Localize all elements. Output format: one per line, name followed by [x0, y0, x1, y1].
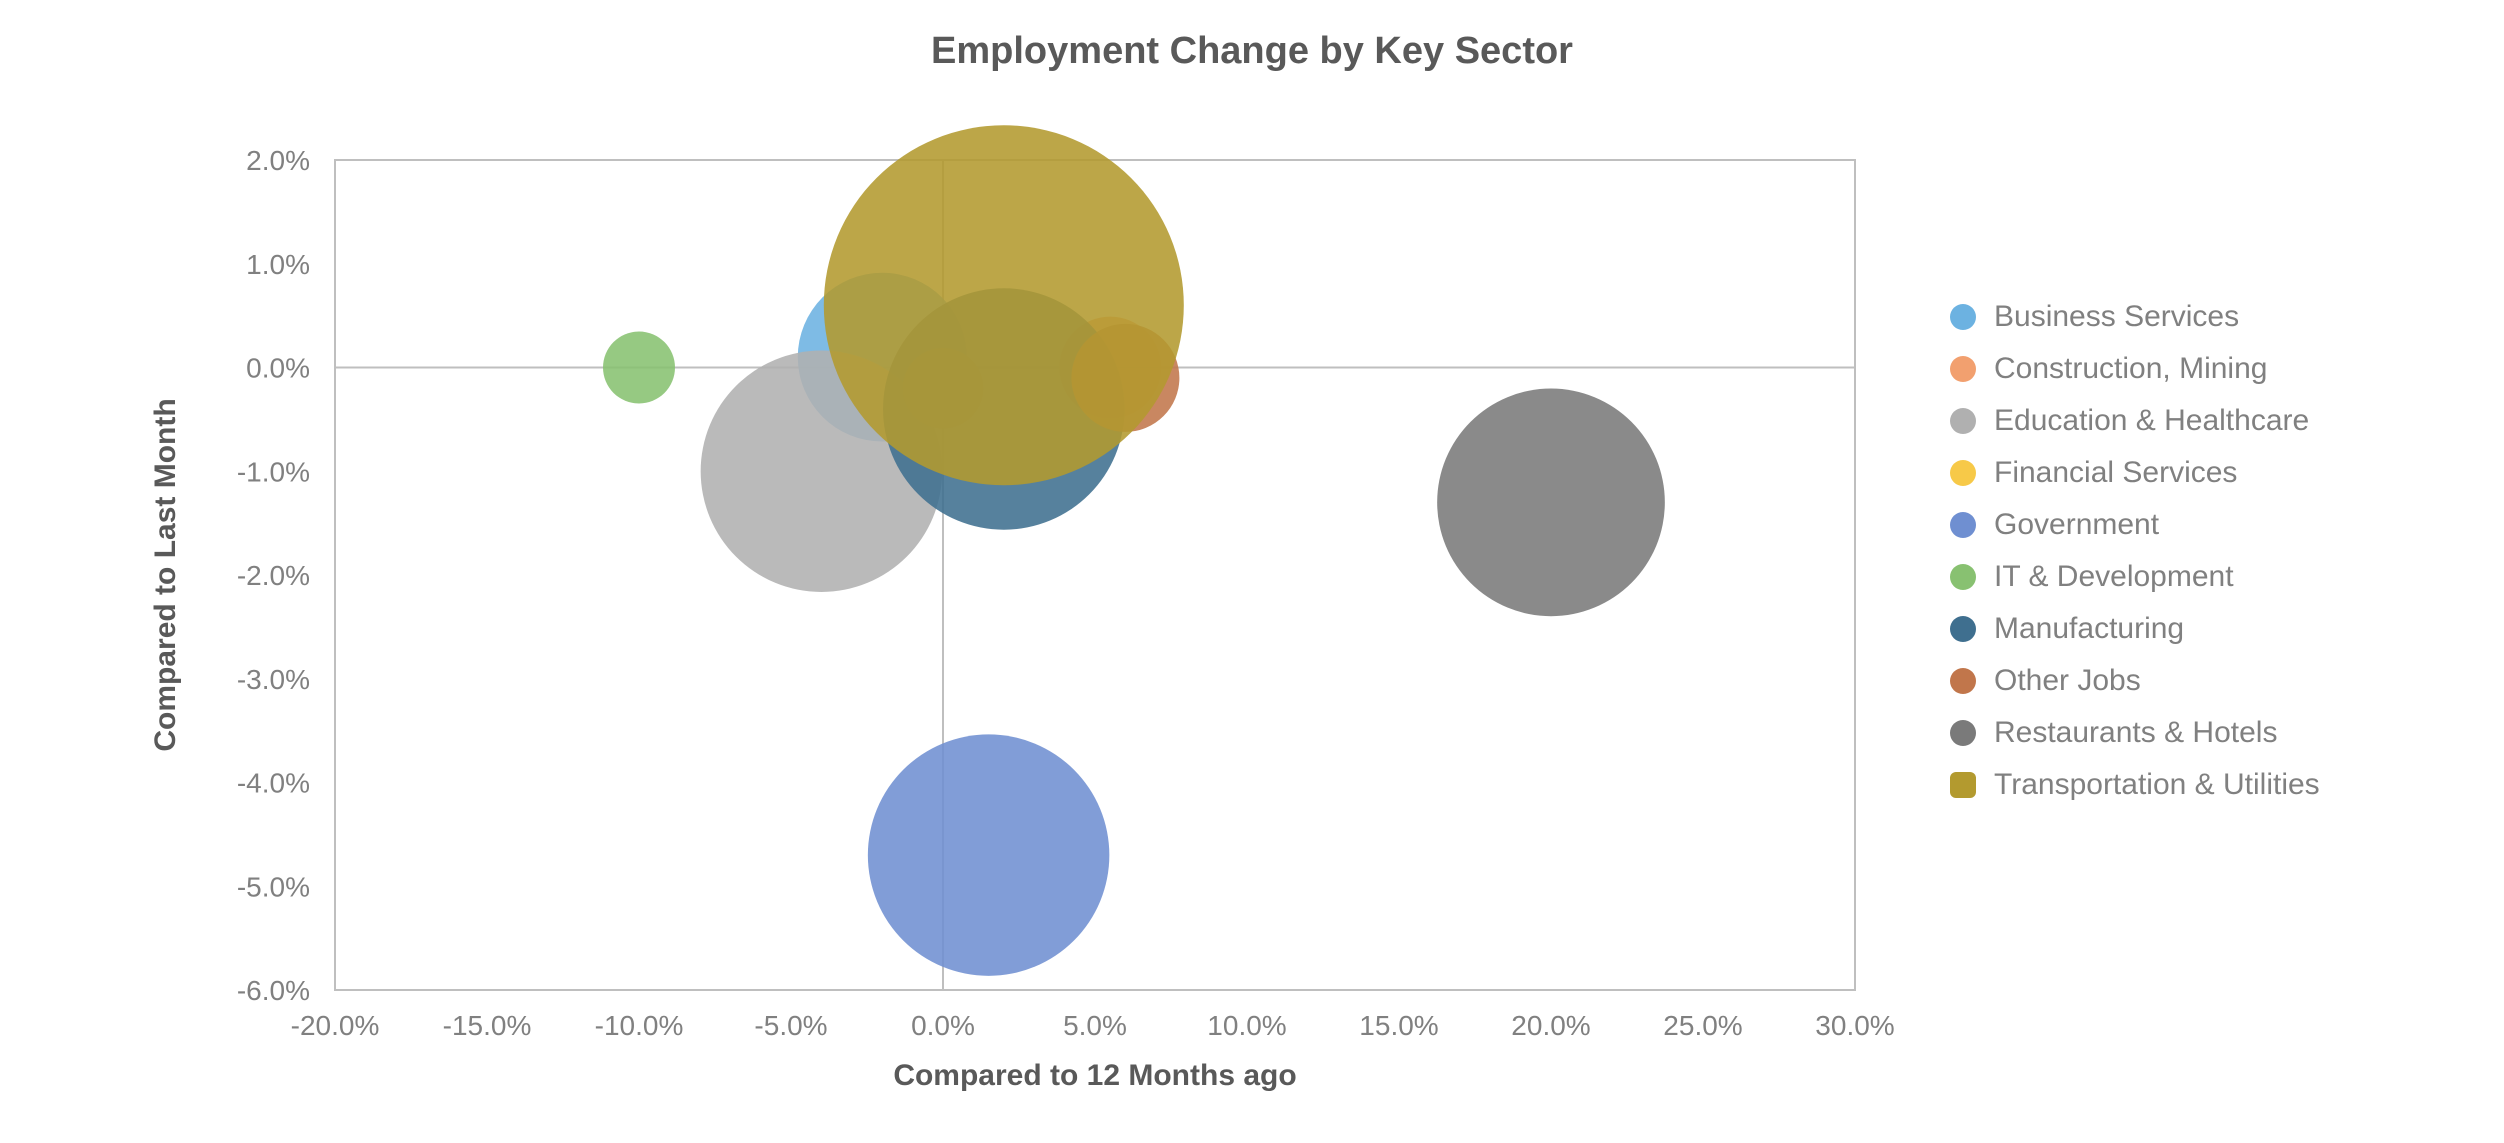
x-tick-label: 10.0% — [1207, 1010, 1286, 1041]
x-tick-label: -20.0% — [291, 1010, 380, 1041]
legend-label: Education & Healthcare — [1994, 404, 2309, 438]
legend-item-construction-mining: Construction, Mining — [1950, 352, 2320, 386]
legend-item-it-development: IT & Development — [1950, 560, 2320, 594]
chart-title: Employment Change by Key Sector — [0, 30, 2504, 73]
legend-item-manufacturing: Manufacturing — [1950, 612, 2320, 646]
legend-label: Financial Services — [1994, 456, 2237, 490]
legend-swatch — [1950, 772, 1976, 798]
legend-item-transportation-utilities: Transportation & Utilities — [1950, 768, 2320, 802]
bubble-chart: Employment Change by Key Sector -20.0%-1… — [0, 0, 2504, 1143]
legend-item-business-services: Business Services — [1950, 300, 2320, 334]
x-tick-label: -5.0% — [754, 1010, 827, 1041]
x-tick-label: -15.0% — [443, 1010, 532, 1041]
y-tick-label: -6.0% — [237, 975, 310, 1006]
bubble-government — [868, 734, 1109, 975]
legend-item-education-healthcare: Education & Healthcare — [1950, 404, 2320, 438]
legend-label: Restaurants & Hotels — [1994, 716, 2277, 750]
legend-swatch — [1950, 356, 1976, 382]
x-tick-label: 15.0% — [1359, 1010, 1438, 1041]
y-tick-label: 1.0% — [246, 249, 310, 280]
y-tick-label: -5.0% — [237, 871, 310, 902]
bubble-transportation-utilities — [824, 125, 1184, 485]
y-axis-label: Compared to Last Month — [149, 398, 182, 751]
x-tick-label: 0.0% — [911, 1010, 975, 1041]
y-tick-label: -3.0% — [237, 664, 310, 695]
legend-swatch — [1950, 408, 1976, 434]
legend-swatch — [1950, 460, 1976, 486]
y-tick-label: 2.0% — [246, 145, 310, 176]
x-tick-label: 30.0% — [1815, 1010, 1894, 1041]
legend-swatch — [1950, 564, 1976, 590]
legend-item-restaurants-hotels: Restaurants & Hotels — [1950, 716, 2320, 750]
legend-swatch — [1950, 668, 1976, 694]
legend-label: IT & Development — [1994, 560, 2234, 594]
x-tick-label: 5.0% — [1063, 1010, 1127, 1041]
bubbles-group — [603, 125, 1665, 976]
legend-label: Manufacturing — [1994, 612, 2184, 646]
legend-item-government: Government — [1950, 508, 2320, 542]
y-tick-label: -4.0% — [237, 768, 310, 799]
legend-swatch — [1950, 720, 1976, 746]
bubble-restaurants-hotels — [1437, 389, 1665, 617]
y-tick-label: 0.0% — [246, 353, 310, 384]
legend-label: Government — [1994, 508, 2159, 542]
legend: Business Services Construction, Mining Edu… — [1950, 300, 2320, 802]
bubble-it-development — [603, 332, 675, 404]
y-tick-label: -2.0% — [237, 560, 310, 591]
x-axis-label: Compared to 12 Months ago — [893, 1059, 1296, 1092]
legend-label: Transportation & Utilities — [1994, 768, 2320, 802]
legend-item-financial-services: Financial Services — [1950, 456, 2320, 490]
legend-item-other-jobs: Other Jobs — [1950, 664, 2320, 698]
legend-swatch — [1950, 304, 1976, 330]
legend-label: Other Jobs — [1994, 664, 2141, 698]
x-tick-label: -10.0% — [595, 1010, 684, 1041]
y-tick-label: -1.0% — [237, 456, 310, 487]
legend-swatch — [1950, 616, 1976, 642]
plot-area: -20.0%-15.0%-10.0%-5.0%0.0%5.0%10.0%15.0… — [335, 160, 1855, 990]
legend-swatch — [1950, 512, 1976, 538]
legend-label: Business Services — [1994, 300, 2239, 334]
legend-label: Construction, Mining — [1994, 352, 2267, 386]
x-tick-label: 25.0% — [1663, 1010, 1742, 1041]
x-tick-label: 20.0% — [1511, 1010, 1590, 1041]
